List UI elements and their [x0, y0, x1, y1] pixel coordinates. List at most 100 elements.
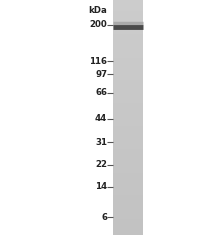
Bar — [113, 48, 143, 49]
Bar — [113, 209, 143, 210]
Bar — [113, 65, 143, 66]
Text: 14: 14 — [95, 182, 107, 191]
Bar — [113, 59, 143, 60]
Bar — [113, 29, 143, 31]
Bar — [113, 140, 143, 141]
Bar — [113, 121, 143, 122]
Bar — [113, 194, 143, 195]
Bar — [113, 49, 143, 51]
Bar — [113, 136, 143, 137]
Bar — [113, 70, 143, 72]
Bar — [113, 93, 143, 94]
Bar — [113, 130, 143, 132]
Bar — [113, 20, 143, 21]
Bar — [113, 115, 143, 116]
Bar — [113, 32, 143, 33]
Bar — [113, 154, 143, 155]
Bar — [113, 0, 143, 235]
Bar — [113, 47, 143, 48]
Bar — [113, 214, 143, 215]
Bar — [113, 132, 143, 133]
Bar — [113, 169, 143, 170]
Bar — [113, 116, 143, 118]
Bar — [113, 5, 143, 6]
Bar — [113, 85, 143, 86]
Text: 31: 31 — [95, 138, 107, 147]
Bar — [113, 200, 143, 201]
Bar — [113, 27, 143, 28]
Bar — [113, 1, 143, 2]
Bar — [113, 226, 143, 227]
Bar — [113, 157, 143, 159]
Bar — [113, 174, 143, 175]
Bar — [113, 223, 143, 224]
Bar — [113, 149, 143, 150]
Bar — [113, 106, 143, 107]
Bar — [113, 9, 143, 11]
Bar — [113, 15, 143, 16]
Bar — [113, 114, 143, 115]
Bar — [113, 102, 143, 103]
Bar — [113, 220, 143, 221]
Bar — [113, 113, 143, 114]
Bar — [113, 119, 143, 120]
Bar — [113, 118, 143, 119]
Bar — [113, 45, 143, 46]
Bar — [113, 52, 143, 53]
Bar — [113, 94, 143, 95]
Bar — [113, 35, 143, 36]
Bar — [113, 212, 143, 213]
Bar — [113, 184, 143, 186]
Bar — [113, 16, 143, 18]
Bar — [113, 179, 143, 180]
Bar — [113, 188, 143, 189]
Bar — [113, 56, 143, 58]
Bar — [113, 186, 143, 187]
Bar — [113, 40, 143, 41]
Bar — [113, 24, 143, 25]
Bar — [113, 90, 143, 92]
Bar — [113, 213, 143, 214]
Bar — [113, 229, 143, 230]
Bar — [113, 54, 143, 55]
Bar — [113, 192, 143, 193]
Bar — [113, 89, 143, 90]
Bar — [113, 162, 143, 163]
Text: 116: 116 — [89, 57, 107, 66]
Bar — [113, 181, 143, 182]
Bar — [113, 231, 143, 233]
Bar — [113, 139, 143, 140]
Bar — [113, 58, 143, 59]
Bar — [113, 43, 143, 45]
Bar — [113, 42, 143, 43]
Bar — [113, 98, 143, 99]
Bar — [113, 147, 143, 148]
Bar — [113, 137, 143, 139]
Bar — [113, 81, 143, 82]
Bar — [113, 197, 143, 199]
Text: 66: 66 — [95, 88, 107, 97]
Bar — [113, 25, 143, 26]
Bar — [113, 110, 143, 112]
Text: 97: 97 — [95, 70, 107, 78]
Bar — [113, 100, 143, 101]
Bar — [113, 201, 143, 202]
Bar — [113, 143, 143, 145]
Bar — [113, 193, 143, 194]
Bar — [113, 86, 143, 87]
Bar — [113, 208, 143, 209]
Bar — [113, 4, 143, 5]
Bar — [113, 152, 143, 153]
Bar — [113, 0, 143, 1]
Bar — [113, 55, 143, 56]
Bar — [113, 159, 143, 160]
Bar — [113, 234, 143, 235]
Bar — [113, 221, 143, 222]
Bar — [113, 88, 143, 89]
Bar — [113, 34, 143, 35]
Bar — [113, 72, 143, 73]
Bar — [113, 108, 143, 109]
Bar — [113, 74, 143, 75]
Bar — [113, 22, 143, 24]
Bar — [113, 46, 143, 47]
